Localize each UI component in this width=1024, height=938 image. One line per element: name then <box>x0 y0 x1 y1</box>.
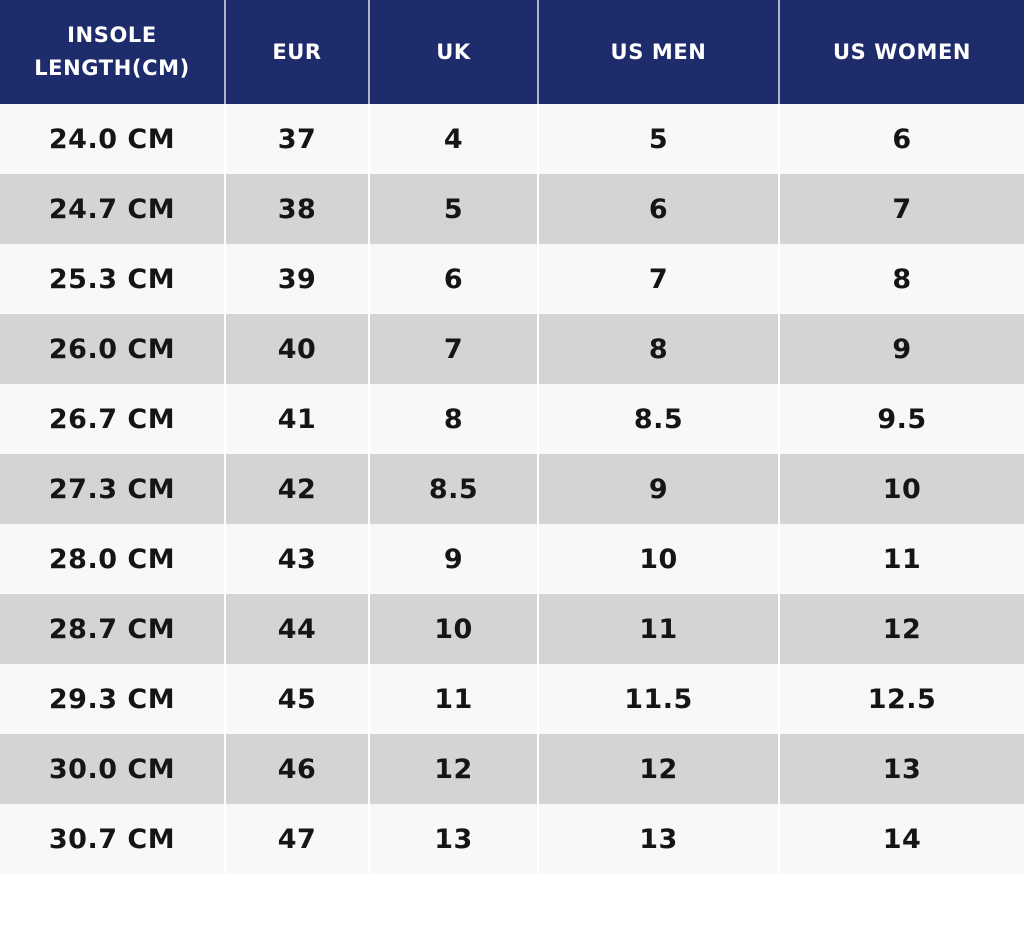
cell-insole-length: 28.0 CM <box>48 543 176 575</box>
cell-us-men: 6 <box>537 174 778 244</box>
header-label: US MEN <box>610 39 707 64</box>
cell-us-women: 12 <box>778 594 1024 664</box>
cell-uk: 12 <box>368 734 537 804</box>
cell-us-men: 10 <box>537 524 778 594</box>
table-row: 27.3 CM 42 8.5 9 10 <box>0 454 1024 524</box>
cell-us-men: 13 <box>537 804 778 874</box>
cell-uk: 9 <box>368 524 537 594</box>
table-row: 26.7 CM 41 8 8.5 9.5 <box>0 384 1024 454</box>
cell-us-men: 12 <box>537 734 778 804</box>
cell-us-women: 9 <box>778 314 1024 384</box>
cell-eur: 44 <box>224 594 368 664</box>
cell-us-women: 13 <box>778 734 1024 804</box>
header-cell-us-men: US MEN <box>537 0 778 104</box>
header-cell-us-women: US WOMEN <box>778 0 1024 104</box>
table-row: 24.0 CM 37 4 5 6 <box>0 104 1024 174</box>
cell-uk: 10 <box>368 594 537 664</box>
table-row: 28.0 CM 43 9 10 11 <box>0 524 1024 594</box>
cell-us-men: 9 <box>537 454 778 524</box>
table-row: 30.0 CM 46 12 12 13 <box>0 734 1024 804</box>
cell-uk: 11 <box>368 664 537 734</box>
header-label: UK <box>436 39 471 64</box>
cell-us-men: 11 <box>537 594 778 664</box>
cell-us-women: 8 <box>778 244 1024 314</box>
cell-uk: 8 <box>368 384 537 454</box>
cell-us-men: 5 <box>537 104 778 174</box>
cell-eur: 38 <box>224 174 368 244</box>
shoe-size-conversion-table: INSOLE LENGTH(CM) EUR UK US MEN US WOMEN… <box>0 0 1024 874</box>
table-row: 24.7 CM 38 5 6 7 <box>0 174 1024 244</box>
table-body: 24.0 CM 37 4 5 6 24.7 CM 38 5 6 7 25.3 C… <box>0 104 1024 874</box>
cell-us-women: 11 <box>778 524 1024 594</box>
cell-us-men: 11.5 <box>537 664 778 734</box>
cell-insole-length: 30.7 CM <box>48 823 176 855</box>
table-row: 26.0 CM 40 7 8 9 <box>0 314 1024 384</box>
header-cell-eur: EUR <box>224 0 368 104</box>
cell-insole-length: 27.3 CM <box>48 473 176 505</box>
table-header-row: INSOLE LENGTH(CM) EUR UK US MEN US WOMEN <box>0 0 1024 104</box>
cell-uk: 7 <box>368 314 537 384</box>
cell-uk: 5 <box>368 174 537 244</box>
cell-eur: 40 <box>224 314 368 384</box>
cell-eur: 42 <box>224 454 368 524</box>
cell-us-women: 9.5 <box>778 384 1024 454</box>
cell-eur: 43 <box>224 524 368 594</box>
cell-eur: 39 <box>224 244 368 314</box>
cell-us-women: 12.5 <box>778 664 1024 734</box>
cell-uk: 4 <box>368 104 537 174</box>
cell-insole-length: 28.7 CM <box>48 613 176 645</box>
cell-us-men: 7 <box>537 244 778 314</box>
header-cell-uk: UK <box>368 0 537 104</box>
table-row: 28.7 CM 44 10 11 12 <box>0 594 1024 664</box>
cell-us-women: 10 <box>778 454 1024 524</box>
cell-eur: 37 <box>224 104 368 174</box>
cell-us-men: 8.5 <box>537 384 778 454</box>
cell-eur: 41 <box>224 384 368 454</box>
cell-insole-length: 30.0 CM <box>48 753 176 785</box>
cell-insole-length: 29.3 CM <box>48 683 176 715</box>
header-label: INSOLE LENGTH(CM) <box>34 23 190 80</box>
header-label: US WOMEN <box>832 39 972 64</box>
cell-us-women: 14 <box>778 804 1024 874</box>
table-row: 25.3 CM 39 6 7 8 <box>0 244 1024 314</box>
cell-insole-length: 24.7 CM <box>48 193 176 225</box>
header-label: EUR <box>272 39 322 64</box>
cell-insole-length: 24.0 CM <box>48 123 176 155</box>
cell-insole-length: 26.0 CM <box>48 333 176 365</box>
cell-us-women: 6 <box>778 104 1024 174</box>
cell-insole-length: 26.7 CM <box>48 403 176 435</box>
cell-eur: 46 <box>224 734 368 804</box>
header-cell-insole-length: INSOLE LENGTH(CM) <box>0 0 224 104</box>
cell-uk: 8.5 <box>368 454 537 524</box>
cell-uk: 13 <box>368 804 537 874</box>
cell-uk: 6 <box>368 244 537 314</box>
cell-eur: 47 <box>224 804 368 874</box>
table-row: 30.7 CM 47 13 13 14 <box>0 804 1024 874</box>
cell-us-men: 8 <box>537 314 778 384</box>
cell-us-women: 7 <box>778 174 1024 244</box>
table-row: 29.3 CM 45 11 11.5 12.5 <box>0 664 1024 734</box>
cell-insole-length: 25.3 CM <box>48 263 176 295</box>
cell-eur: 45 <box>224 664 368 734</box>
